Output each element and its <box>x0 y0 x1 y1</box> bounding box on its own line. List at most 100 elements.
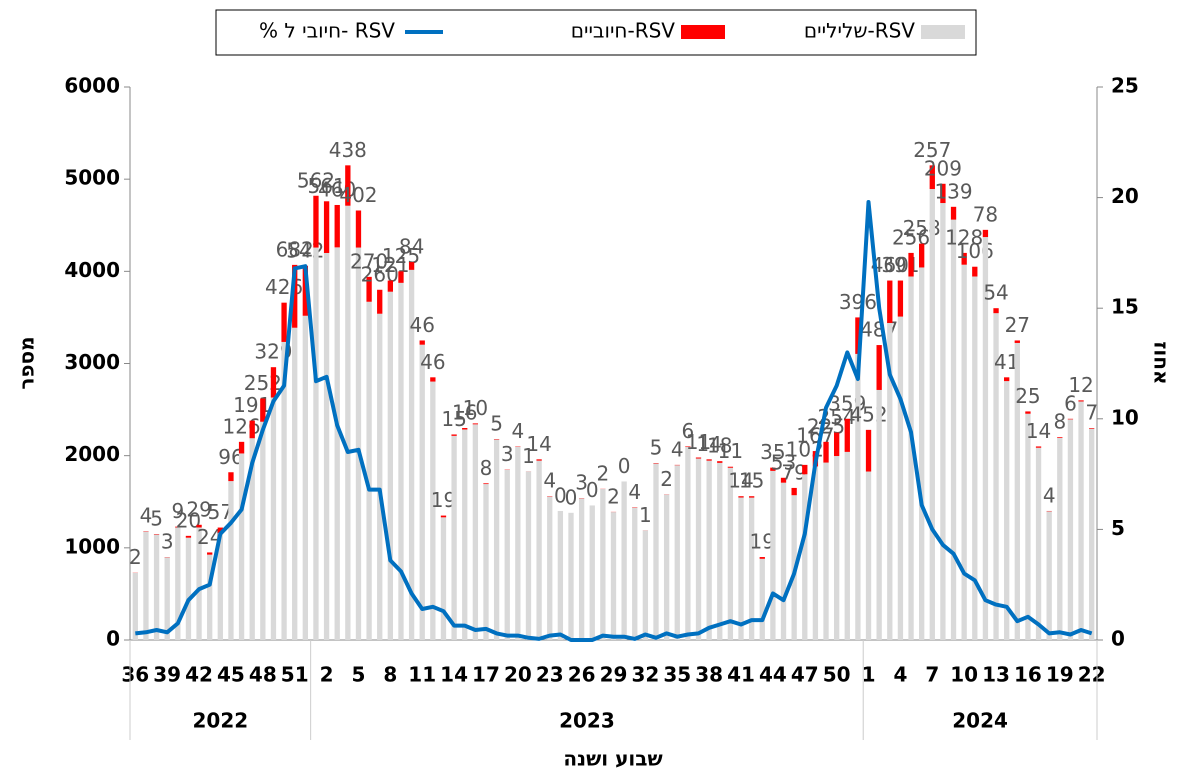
bar-segment <box>536 460 542 640</box>
bar-segment <box>823 441 829 463</box>
x-tick-label: 1 <box>862 663 876 687</box>
bar-segment <box>833 456 840 640</box>
bar-segment <box>472 424 479 640</box>
data-label: 12 <box>1068 373 1093 397</box>
x-tick-label: 22 <box>1078 663 1106 687</box>
bar-segment <box>1057 437 1063 438</box>
group-label: 2024 <box>952 709 1008 733</box>
bar-segment <box>557 510 564 640</box>
bar-segment <box>748 496 755 498</box>
bar-segment <box>419 344 425 640</box>
data-label: 396 <box>839 290 877 314</box>
data-label: 5 <box>150 507 163 531</box>
data-label: 6 <box>1064 391 1077 415</box>
data-label: 0 <box>565 485 578 509</box>
bar-segment <box>706 459 712 461</box>
data-label: 128 <box>945 225 983 249</box>
x-tick-label: 44 <box>759 663 787 687</box>
data-label: 452 <box>849 402 887 426</box>
x-tick-label: 2 <box>320 663 334 687</box>
x-tick-label: 51 <box>281 663 309 687</box>
bar-segment <box>238 441 245 454</box>
bar-segment <box>982 237 989 640</box>
data-label: 3 <box>501 442 514 466</box>
bar-segment <box>770 470 776 640</box>
bar-segment <box>961 264 967 640</box>
bar-segment <box>1004 377 1010 382</box>
bar-segment <box>525 471 532 640</box>
bar-segment <box>919 267 925 640</box>
data-label: 4 <box>1043 483 1056 507</box>
legend-swatch <box>921 25 965 39</box>
bar-segment <box>313 247 319 641</box>
bar-segment <box>855 317 861 354</box>
bar-segment <box>727 466 734 468</box>
bar-segment <box>1067 418 1074 420</box>
bar-segment <box>451 435 457 640</box>
data-label: 16 <box>452 401 477 425</box>
data-label: 252 <box>244 371 282 395</box>
data-label: 6 <box>682 419 695 443</box>
x-tick-label: 16 <box>1014 663 1042 687</box>
data-label: 1 <box>522 444 535 468</box>
bar-segment <box>610 512 617 640</box>
bar-segment <box>929 165 935 190</box>
data-label: 1 <box>639 503 652 527</box>
bar-segment <box>993 308 999 314</box>
group-label: 2022 <box>192 709 248 733</box>
data-label: 209 <box>924 156 962 180</box>
bar-segment <box>228 481 234 640</box>
bar-segment <box>430 381 436 640</box>
bar-segment <box>717 462 723 640</box>
bar-segment <box>387 280 394 292</box>
bar-segment <box>260 421 266 640</box>
bar-segment <box>260 398 266 422</box>
bar-segment <box>972 266 978 277</box>
data-label: 561 <box>307 174 345 198</box>
bar-segment <box>972 276 978 640</box>
bar-segment <box>493 439 500 640</box>
data-label: 487 <box>860 318 898 342</box>
y2-tick-label: 0 <box>1111 627 1125 651</box>
bar-segment <box>408 262 415 270</box>
bar-segment <box>366 276 372 302</box>
bar-segment <box>1035 446 1042 448</box>
bar-segment <box>153 534 160 640</box>
x-tick-label: 45 <box>217 663 245 687</box>
x-tick-label: 42 <box>185 663 213 687</box>
x-tick-label: 29 <box>600 663 628 687</box>
bar-segment <box>472 423 479 425</box>
x-tick-label: 50 <box>823 663 851 687</box>
data-label: 426 <box>265 275 303 299</box>
data-label: 46 <box>409 313 434 337</box>
bar-segment <box>430 377 436 382</box>
bar-segment <box>249 438 255 640</box>
bar-segment <box>1089 428 1095 640</box>
data-label: 126 <box>222 414 260 438</box>
x-tick-label: 39 <box>153 663 181 687</box>
line-series <box>135 200 1093 642</box>
bar-segment <box>1089 428 1095 429</box>
x-tick-label: 17 <box>472 663 500 687</box>
bar-segment <box>451 434 457 436</box>
bar-segment <box>281 341 287 640</box>
data-label: 682 <box>276 237 314 261</box>
bar-segment <box>270 367 277 398</box>
bar-segment <box>281 302 287 342</box>
bar-segment <box>823 462 829 640</box>
data-label: 4 <box>511 419 524 443</box>
x-tick-label: 19 <box>1046 663 1074 687</box>
data-label: 2 <box>597 461 610 485</box>
bar-segment <box>717 461 723 463</box>
x-tick-label: 4 <box>893 663 907 687</box>
bar-segment <box>1014 342 1020 640</box>
legend-box <box>215 9 977 56</box>
bar-segment <box>440 515 447 518</box>
y-axis-title: מספר <box>15 336 39 389</box>
bar-segment <box>345 205 351 640</box>
bar-segment <box>919 243 925 268</box>
bar-segment <box>238 453 245 640</box>
data-label: 0 <box>554 483 567 507</box>
data-label: 84 <box>399 235 424 259</box>
